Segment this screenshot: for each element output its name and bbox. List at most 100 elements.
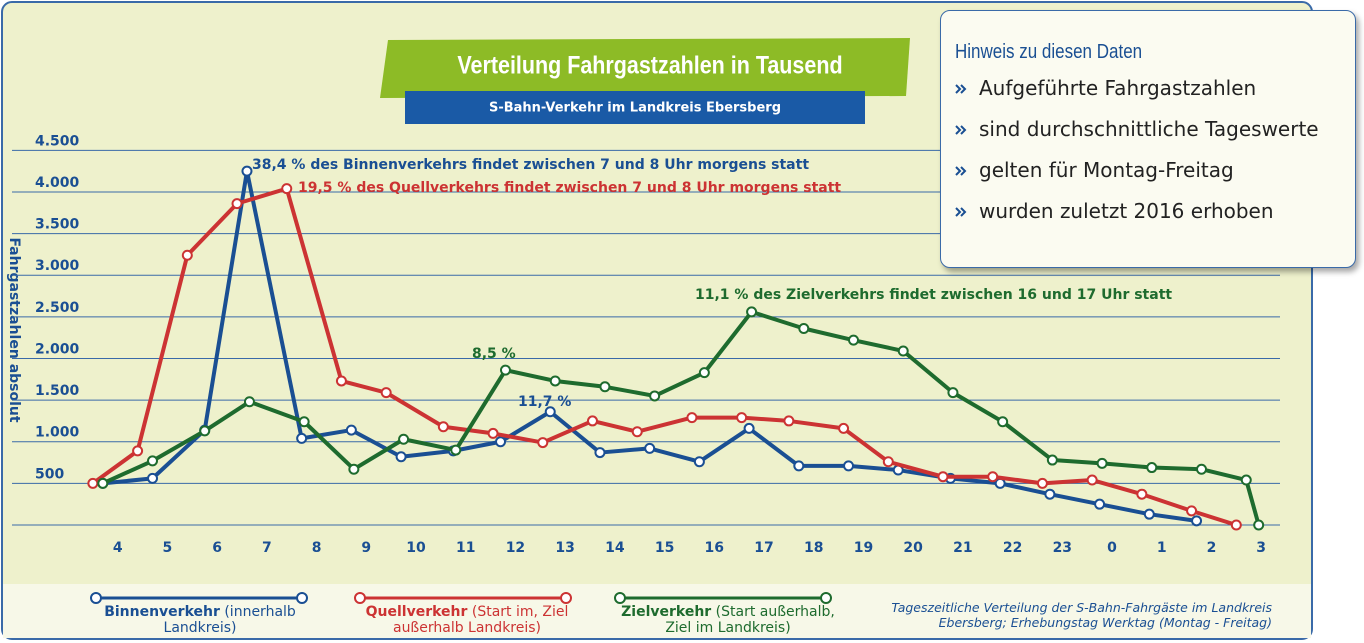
data-point: [499, 364, 511, 376]
data-point: [783, 415, 795, 427]
y-tick-label: 1.500: [35, 383, 80, 399]
x-tick-label: 15: [655, 540, 674, 556]
data-point: [1240, 474, 1252, 486]
legend-description: (Start im, Ziel außerhalb Landkreis): [392, 604, 569, 636]
x-tick-label: 4: [113, 540, 123, 556]
data-point: [537, 437, 549, 449]
y-tick-label: 3.000: [35, 258, 80, 274]
data-point: [594, 447, 606, 459]
legend-entry: Quellverkehr (Start im, Ziel außerhalb L…: [352, 604, 582, 636]
data-point: [693, 456, 705, 468]
y-tick-label: 4.500: [35, 133, 80, 149]
data-point: [746, 306, 758, 318]
data-point: [241, 165, 253, 177]
bullet: [955, 165, 967, 176]
annotation: 38,4 % des Binnenverkehrs findet zwische…: [252, 157, 809, 173]
x-tick-label: 20: [903, 540, 923, 556]
data-point: [335, 375, 347, 387]
x-tick-label: 14: [605, 540, 625, 556]
legend-marker: [90, 592, 102, 604]
legend-entry: Binnenverkehr (innerhalb Landkreis): [80, 604, 320, 636]
x-tick-label: 9: [361, 540, 371, 556]
legend-description: (Start außerhalb, Ziel im Landkreis): [665, 604, 835, 636]
data-point: [1186, 505, 1198, 517]
x-tick-label: 19: [854, 540, 873, 556]
data-point: [1046, 454, 1058, 466]
data-point: [549, 375, 561, 387]
y-axis-label: Fahrgastzahlen absolut: [6, 237, 22, 422]
data-point: [599, 381, 611, 393]
data-point: [243, 396, 255, 408]
data-point: [147, 472, 159, 484]
annotation: 11,7 %: [518, 394, 571, 410]
data-point: [298, 416, 310, 428]
x-tick-label: 11: [456, 540, 475, 556]
annotation: 19,5 % des Quellverkehrs findet zwischen…: [298, 180, 841, 196]
data-point: [793, 460, 805, 472]
data-point: [1196, 463, 1208, 475]
data-point: [199, 425, 211, 437]
bullet-chevron: [960, 83, 967, 94]
data-point: [987, 471, 999, 483]
data-point: [495, 436, 507, 448]
legend-marker: [560, 592, 572, 604]
note-list: Aufgeführte Fahrgastzahlen sind durchschn…: [955, 68, 1355, 232]
x-tick-label: 10: [406, 540, 426, 556]
x-tick-label: 0: [1107, 540, 1117, 556]
data-point: [450, 444, 462, 456]
legend-background: [3, 584, 1311, 638]
note-text: gelten für Montag-Freitag: [979, 158, 1234, 182]
data-point: [631, 426, 643, 438]
data-point: [1146, 462, 1158, 474]
data-point: [649, 390, 661, 402]
legend-description: (innerhalb Landkreis): [163, 604, 296, 636]
data-point: [87, 477, 99, 489]
data-point: [437, 421, 449, 433]
footnote: Tageszeitliche Verteilung der S-Bahn-Fah…: [891, 600, 1272, 630]
note-item: wurden zuletzt 2016 erhoben: [955, 191, 1355, 232]
data-point: [281, 183, 293, 195]
legend-name: Binnenverkehr: [104, 604, 220, 620]
data-point: [395, 451, 407, 463]
data-point: [882, 456, 894, 468]
x-tick-label: 3: [1256, 540, 1266, 556]
legend-marker: [614, 592, 626, 604]
note-box: Hinweis zu diesen Daten Aufgeführte Fahr…: [940, 10, 1356, 268]
data-point: [1230, 519, 1242, 531]
data-point: [544, 406, 556, 418]
data-point: [1136, 488, 1148, 500]
data-point: [997, 416, 1009, 428]
y-tick-label: 1.000: [35, 425, 80, 441]
annotation: 11,1 % des Zielverkehrs findet zwischen …: [695, 287, 1172, 303]
note-item: gelten für Montag-Freitag: [955, 150, 1355, 191]
x-tick-label: 22: [1003, 540, 1022, 556]
x-tick-label: 23: [1053, 540, 1072, 556]
data-point: [1086, 474, 1098, 486]
x-tick-label: 13: [555, 540, 574, 556]
x-tick-label: 5: [163, 540, 173, 556]
legend-marker: [354, 592, 366, 604]
bullet-chevron: [955, 206, 962, 217]
data-point: [644, 442, 656, 454]
note-title: Hinweis zu diesen Daten: [955, 41, 1143, 63]
data-point: [994, 477, 1006, 489]
data-point: [1096, 457, 1108, 469]
legend-marker: [296, 592, 308, 604]
y-tick-label: 3.500: [35, 217, 80, 233]
y-tick-label: 500: [35, 466, 64, 482]
data-point: [1044, 488, 1056, 500]
title-banner: [380, 38, 910, 98]
x-tick-label: 7: [262, 540, 272, 556]
data-point: [1253, 519, 1265, 531]
data-point: [1094, 498, 1106, 510]
bullet: [955, 124, 967, 135]
data-point: [487, 427, 499, 439]
bullet: [955, 83, 967, 94]
data-point: [947, 387, 959, 399]
data-point: [686, 412, 698, 424]
bullet-chevron: [960, 165, 967, 176]
data-point: [1191, 515, 1203, 527]
subtitle-banner: [405, 91, 865, 124]
x-tick-label: 18: [804, 540, 823, 556]
